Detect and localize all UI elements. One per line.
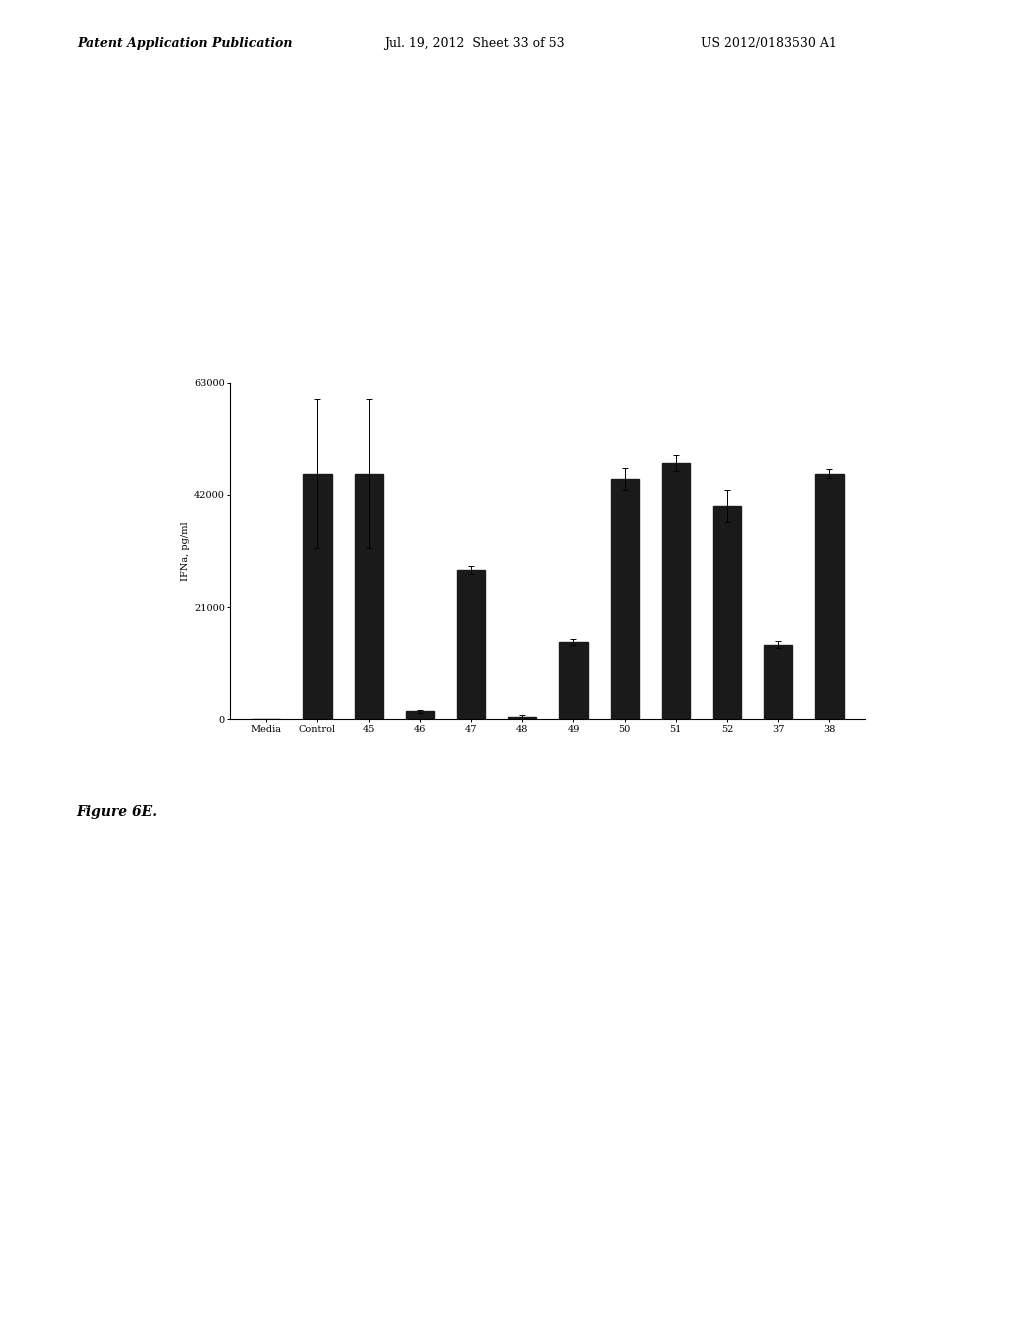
Bar [303,474,332,719]
Text: US 2012/0183530 A1: US 2012/0183530 A1 [701,37,838,50]
Bar [662,463,690,719]
Y-axis label: IFNa, pg/ml: IFNa, pg/ml [181,521,189,581]
Bar [610,479,639,719]
Bar [354,474,383,719]
Bar [508,717,537,719]
Text: Jul. 19, 2012  Sheet 33 of 53: Jul. 19, 2012 Sheet 33 of 53 [384,37,564,50]
Bar [457,570,485,719]
Bar [559,642,588,719]
Bar [764,644,793,719]
Bar [406,711,434,719]
Text: Figure 6E.: Figure 6E. [77,805,158,820]
Bar [815,474,844,719]
Text: Patent Application Publication: Patent Application Publication [77,37,292,50]
Bar [713,506,741,719]
